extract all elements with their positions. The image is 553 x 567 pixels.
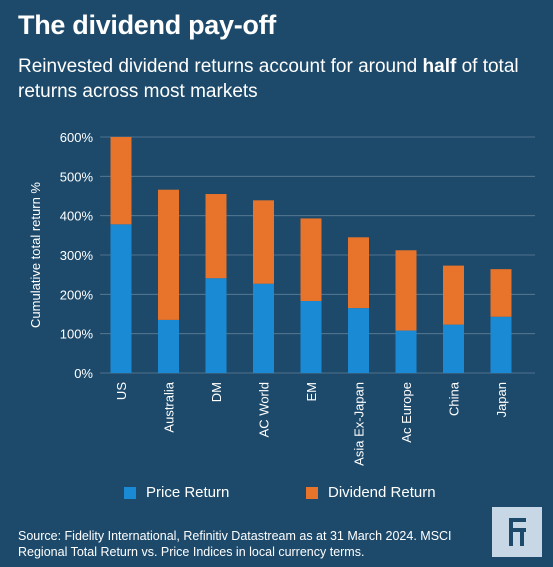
stacked-bar-chart: 0% 100% 200% 300% 400% 500% 600% Cumulative tot… [28, 130, 535, 466]
x-tick-label: EM [304, 382, 319, 402]
bar-price-return [443, 324, 464, 373]
subtitle-end: of total returns across most markets [18, 56, 519, 102]
bar-price-return [205, 278, 227, 373]
bar-dividend-return [300, 218, 322, 302]
subtitle-emphasis: half [422, 56, 457, 77]
legend-item-price: Price Return [124, 484, 229, 501]
x-tick-label: US [114, 382, 129, 400]
y-tick-label: 400% [60, 209, 94, 224]
bar-price-return [300, 301, 322, 373]
bar-dividend-return [205, 194, 227, 279]
bar-price-return [348, 308, 369, 373]
fidelity-f-logo-icon [509, 518, 526, 546]
bar-dividend-return [253, 200, 274, 284]
legend-label-price: Price Return [146, 484, 230, 501]
bar-dividend-return [443, 265, 464, 325]
bar-price-return [395, 330, 417, 373]
x-tick-label: Australia [162, 381, 177, 432]
bar-dividend-return [158, 189, 179, 320]
bar-price-return [158, 319, 179, 373]
bar-dividend-return [490, 269, 512, 317]
bar-dividend-return [110, 137, 132, 225]
legend-item-dividend: Dividend Return [306, 484, 436, 501]
y-tick-label: 200% [60, 287, 94, 302]
source-note: Source: Fidelity International, Refiniti… [18, 529, 452, 559]
y-tick-label: 300% [60, 248, 94, 263]
fidelity-logo [492, 507, 542, 557]
x-tick-label: Ac Europe [399, 382, 414, 443]
x-tick-label: DM [209, 382, 224, 402]
bar-dividend-return [348, 237, 369, 309]
y-axis-label: Cumulative total return % [28, 182, 43, 328]
price-swatch [124, 486, 136, 499]
bar-price-return [490, 316, 512, 373]
y-tick-label: 500% [60, 169, 94, 184]
legend-label-dividend: Dividend Return [328, 484, 436, 501]
bar-dividend-return [395, 250, 417, 331]
chart-subtitle: Reinvested dividend returns account for … [18, 54, 538, 104]
x-tick-label: Asia Ex-Japan [352, 382, 367, 466]
subtitle-start: Reinvested dividend returns account for … [18, 56, 423, 77]
x-tick-label: AC World [257, 382, 272, 437]
x-tick-label: Japan [494, 382, 509, 417]
y-tick-label: 100% [60, 327, 94, 342]
x-tick-label: China [447, 381, 462, 416]
chart-title: The dividend pay-off [18, 10, 277, 40]
bar-price-return [253, 283, 274, 373]
y-tick-label: 600% [60, 130, 94, 145]
y-tick-label: 0% [74, 366, 93, 381]
dividend-swatch [306, 486, 318, 499]
bar-price-return [110, 224, 132, 373]
